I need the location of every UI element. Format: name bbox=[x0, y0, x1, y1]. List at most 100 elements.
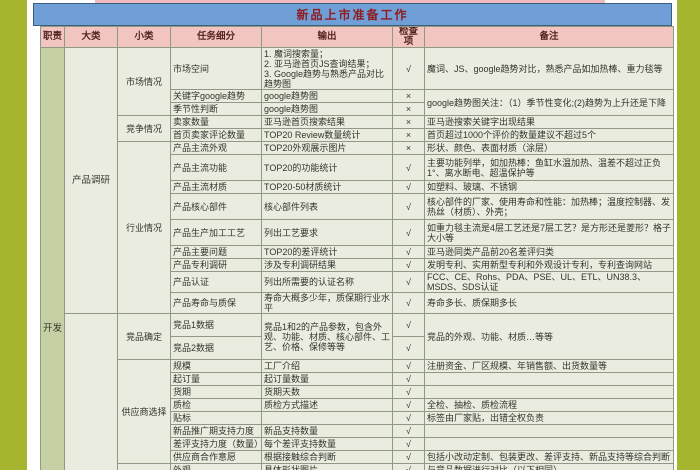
remark-cell: 如重力毯主流是4层工艺还是7层工艺？是方形还是菱形？格子大小等 bbox=[424, 219, 674, 246]
output-cell: 每个差评支持数量 bbox=[261, 437, 393, 451]
remark-cell: 全检、抽检、质检流程 bbox=[424, 398, 674, 412]
remark-cell: 竞品的外观、功能、材质…等等 bbox=[424, 313, 674, 360]
task-cell: 起订量 bbox=[170, 372, 262, 386]
subcategory-cell-supplier: 供应商选择 bbox=[117, 359, 171, 464]
output-cell bbox=[261, 411, 393, 425]
task-cell: 外观 bbox=[170, 463, 262, 470]
remark-cell: 主要功能列举，如加热棒：鱼缸水温加热、温差不超过正负1°、离水断电、超温保护等 bbox=[424, 154, 674, 181]
output-cell: TOP20的差评统计 bbox=[261, 245, 393, 259]
check-cell: × bbox=[392, 115, 425, 129]
output-cell: 竞品1和2的产品参数，包含外观、功能、材质、核心部件、工艺、价格、保修等等 bbox=[261, 313, 393, 360]
output-cell: 列出工艺要求 bbox=[261, 219, 393, 246]
task-cell: 产品主流外观 bbox=[170, 141, 262, 155]
task-cell: 质检 bbox=[170, 398, 262, 412]
task-cell: 新品推广期支持力度 bbox=[170, 424, 262, 438]
check-cell: × bbox=[392, 141, 425, 155]
subcategory-cell-competition: 竞争情况 bbox=[117, 115, 171, 142]
output-cell: 质检方式描述 bbox=[261, 398, 393, 412]
task-cell: 规模 bbox=[170, 359, 262, 373]
remark-cell bbox=[424, 372, 674, 386]
table-row: 开发 产品调研 市场情况 市场空间 1. 魔词搜索量； 2. 亚马逊首页JS查询… bbox=[40, 47, 674, 470]
check-cell: √ bbox=[392, 154, 425, 181]
table-row: 质检 质检方式描述 √ 全检、抽检、质检流程 bbox=[41, 398, 674, 412]
task-cell: 产品生产加工工艺 bbox=[170, 219, 262, 246]
table-row: 产品生产加工工艺 列出工艺要求 √ 如重力毯主流是4层工艺还是7层工艺？是方形还… bbox=[41, 219, 674, 246]
output-cell: 工厂介绍 bbox=[261, 359, 393, 373]
output-cell: 起订量数量 bbox=[261, 372, 393, 386]
task-cell: 产品认证 bbox=[170, 271, 262, 293]
column-header-output: 输出 bbox=[261, 26, 393, 48]
output-cell: 具体形状图片 bbox=[261, 463, 393, 470]
task-cell: 卖家数量 bbox=[170, 115, 262, 129]
remark-cell: 形状、颜色、表面材质（涂层） bbox=[424, 141, 674, 155]
check-cell: √ bbox=[392, 258, 425, 272]
table-row: 行业情况 产品主流外观 TOP20外观展示图片 × 形状、颜色、表面材质（涂层） bbox=[41, 141, 674, 314]
remark-cell: 与竞品数据进行对比（以下相同） bbox=[424, 463, 674, 470]
table-row: 产品主流功能 TOP20的功能统计 √ 主要功能列举，如加热棒：鱼缸水温加热、温… bbox=[41, 154, 674, 181]
task-cell: 竞品1数据 bbox=[170, 313, 262, 337]
task-cell: 贴标 bbox=[170, 411, 262, 425]
table-row: 产品主要问题 TOP20的差评统计 √ 亚马逊同类产品前20名差评归类 bbox=[41, 245, 674, 259]
table-row: 产品主流材质 TOP20-50材质统计 √ 如塑料、玻璃、不锈钢 bbox=[41, 180, 674, 194]
output-cell: 货期天数 bbox=[261, 385, 393, 399]
output-cell: 列出所需要的认证名称 bbox=[261, 271, 393, 293]
remark-cell: 包括小改动定制、包装更改、差评支持、新品支持等综合判断 bbox=[424, 450, 674, 464]
task-cell: 产品寿命与质保 bbox=[170, 292, 262, 314]
check-cell: √ bbox=[392, 359, 425, 373]
category-cell-research: 产品调研 bbox=[64, 47, 118, 314]
task-cell: 关键字google趋势 bbox=[170, 89, 262, 103]
task-cell: 产品主要问题 bbox=[170, 245, 262, 259]
table-row: 差评支持力度（数量） 每个差评支持数量 √ bbox=[41, 437, 674, 451]
subcategory-cell-market: 市场情况 bbox=[117, 47, 171, 116]
task-cell: 差评支持力度（数量） bbox=[170, 437, 262, 451]
remark-cell: 注册资金、厂区规模、年销售额、出货数量等 bbox=[424, 359, 674, 373]
category-cell-development: 产品开发 bbox=[64, 313, 118, 470]
output-cell: 核心部件列表 bbox=[261, 193, 393, 220]
output-cell: TOP20-50材质统计 bbox=[261, 180, 393, 194]
table-row: 产品核心部件 核心部件列表 √ 核心部件的厂家、使用寿命和性能：加热棒；温度控制… bbox=[41, 193, 674, 220]
check-cell: √ bbox=[392, 424, 425, 438]
output-cell: TOP20 Review数量统计 bbox=[261, 128, 393, 142]
check-cell: √ bbox=[392, 47, 425, 90]
column-header-check: 检查项 bbox=[392, 26, 425, 48]
check-cell: √ bbox=[392, 437, 425, 451]
top-pink-strip bbox=[95, 0, 605, 3]
remark-cell: FCC、CE、Rohs、PDA、PSE、UL、ETL、UN38.3、MSDS、S… bbox=[424, 271, 674, 293]
output-cell: TOP20外观展示图片 bbox=[261, 141, 393, 155]
column-header-duty: 职责 bbox=[40, 26, 65, 48]
column-header-task: 任务细分 bbox=[170, 26, 262, 48]
task-cell: 竞品2数据 bbox=[170, 336, 262, 360]
table-row: 产品开发 竞品确定 竞品1数据 竞品1和2的产品参数，包含外观、功能、材质、核心… bbox=[41, 313, 674, 470]
table-row: 竞品2数据 √ bbox=[41, 336, 674, 360]
duty-cell: 开发 bbox=[40, 47, 65, 470]
check-cell: √ bbox=[392, 372, 425, 386]
remark-cell: 核心部件的厂家、使用寿命和性能：加热棒；温度控制器、发热丝（材质）、外壳； bbox=[424, 193, 674, 220]
remark-cell: 标签由厂家贴，出错全权负责 bbox=[424, 411, 674, 425]
table-row: 产品认证 列出所需要的认证名称 √ FCC、CE、Rohs、PDA、PSE、UL… bbox=[41, 271, 674, 293]
check-cell: √ bbox=[392, 336, 425, 360]
table-row: 货期 货期天数 √ bbox=[41, 385, 674, 399]
output-cell: 寿命大概多少年，质保期行业水平 bbox=[261, 292, 393, 314]
check-cell: √ bbox=[392, 411, 425, 425]
check-cell: √ bbox=[392, 245, 425, 259]
check-cell: √ bbox=[392, 450, 425, 464]
remark-cell: 发明专利、实用新型专利和外观设计专利，专利查询网站 bbox=[424, 258, 674, 272]
output-cell: 新品支持数量 bbox=[261, 424, 393, 438]
table-row: 竞争情况 卖家数量 亚马逊首页搜索结果 × 亚马逊搜索关键字出现结果 bbox=[41, 115, 674, 142]
output-cell: 亚马逊首页搜索结果 bbox=[261, 115, 393, 129]
table-row: 产品专利调研 涉及专利调研结果 √ 发明专利、实用新型专利和外观设计专利，专利查… bbox=[41, 258, 674, 272]
task-cell: 货期 bbox=[170, 385, 262, 399]
right-accent-bar bbox=[677, 0, 700, 470]
remark-cell: 如塑料、玻璃、不锈钢 bbox=[424, 180, 674, 194]
table-row: 供应商选择 规模 工厂介绍 √ 注册资金、厂区规模、年销售额、出货数量等 bbox=[41, 359, 674, 464]
output-cell: google趋势图 bbox=[261, 102, 393, 116]
title-bar: 新品上市准备工作 bbox=[33, 3, 672, 26]
check-cell: √ bbox=[392, 292, 425, 314]
output-cell: TOP20的功能统计 bbox=[261, 154, 393, 181]
subcategory-cell-product-dev bbox=[117, 463, 171, 470]
table-row: 贴标 √ 标签由厂家贴，出错全权负责 bbox=[41, 411, 674, 425]
check-cell: √ bbox=[392, 398, 425, 412]
check-cell: √ bbox=[392, 463, 425, 470]
column-header-remark: 备注 bbox=[424, 26, 674, 48]
